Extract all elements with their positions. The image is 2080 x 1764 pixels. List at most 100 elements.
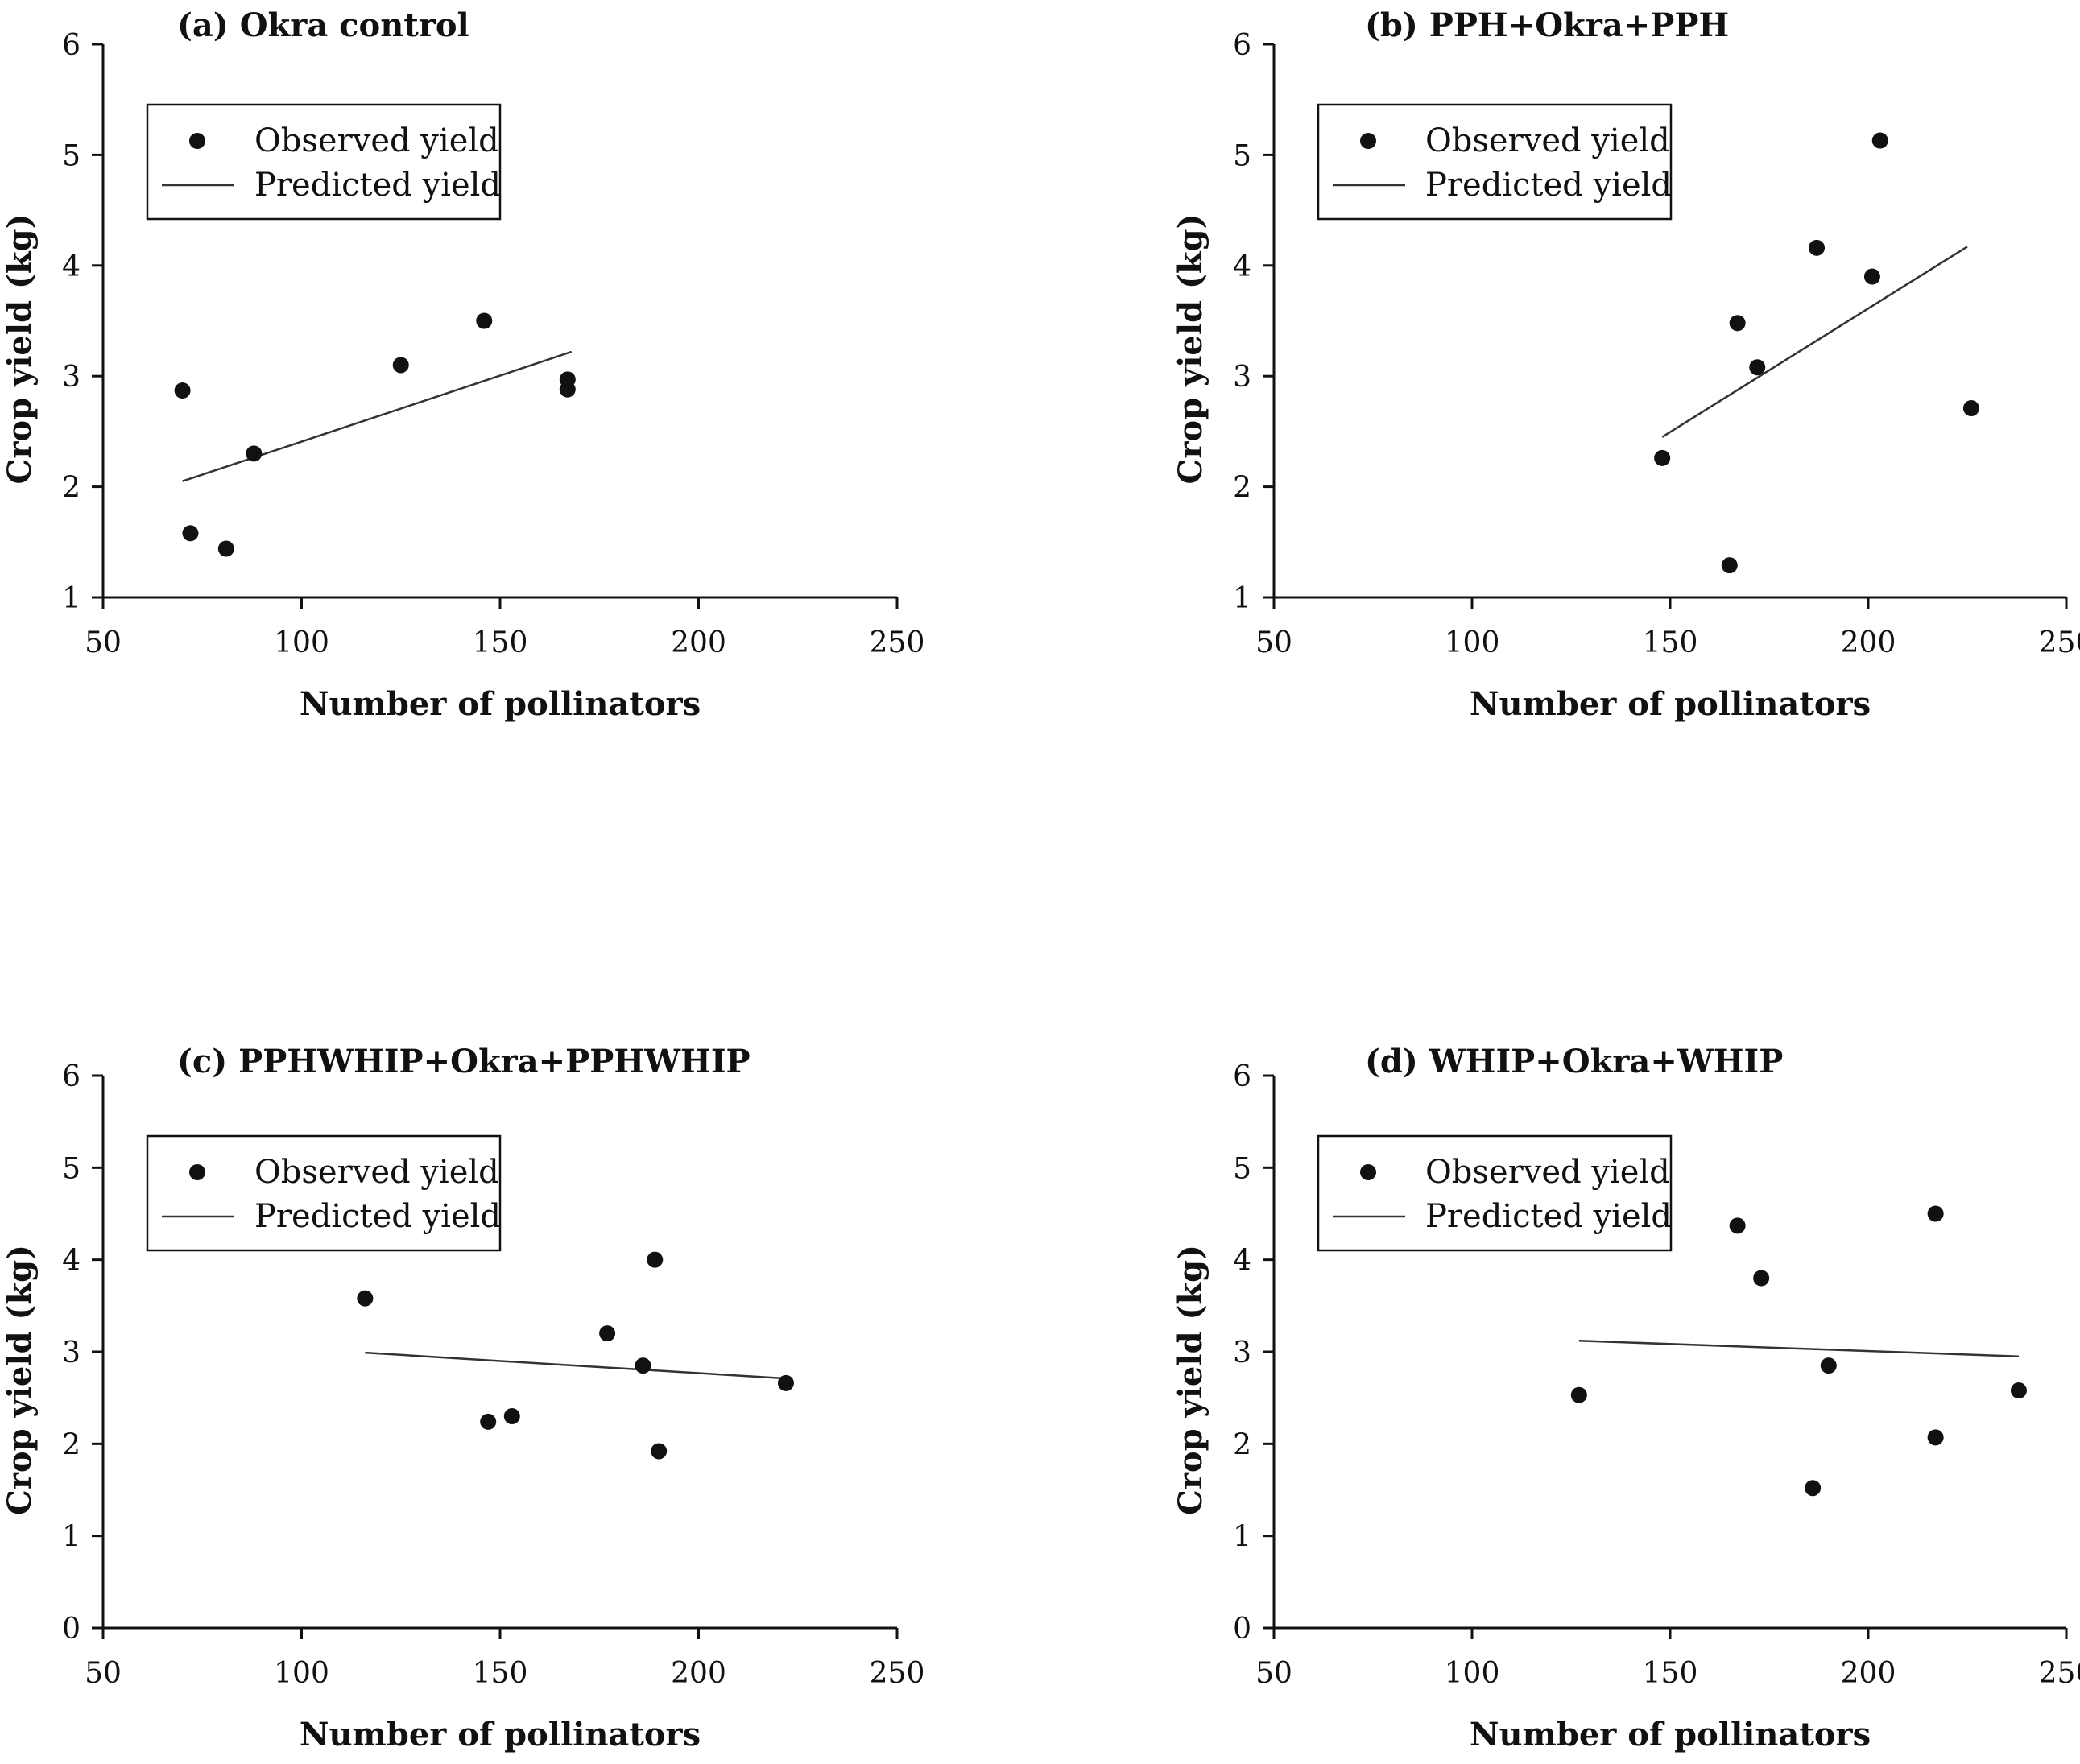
chart-panel-d: (d) WHIP+Okra+WHIP 0 1 2 3 4 5 6 50 100 150 200 250 N…	[1172, 1043, 2080, 1754]
y-tick-label: 3	[1233, 1336, 1251, 1369]
x-tick-label: 250	[870, 1657, 925, 1690]
legend: Observed yield Predicted yield	[146, 1134, 502, 1252]
y-tick-label: 4	[62, 1245, 81, 1278]
observed-point	[503, 1408, 520, 1425]
legend: Observed yield Predicted yield	[146, 103, 502, 221]
x-tick-label: 200	[1841, 626, 1896, 659]
observed-point	[599, 1325, 616, 1342]
x-tick-label: 50	[1255, 626, 1292, 659]
y-tick-label: 6	[1233, 1060, 1251, 1093]
x-tick-label: 250	[2039, 1657, 2080, 1690]
y-tick-label: 5	[62, 139, 81, 172]
observed-point	[1863, 268, 1880, 285]
y-axis-title: Crop yield (kg)	[1172, 1245, 1210, 1515]
chart-panel-a: (a) Okra control 1 2 3 4 5 6 50 100 150 200 250 Numb…	[1, 6, 924, 723]
x-axis-title: Number of pollinators	[1470, 685, 1871, 723]
x-tick-label: 150	[1643, 626, 1698, 659]
observed-point	[1871, 132, 1888, 149]
legend: Observed yield Predicted yield	[1317, 1134, 1673, 1252]
x-tick-label: 100	[274, 1657, 329, 1690]
x-tick-label: 100	[1445, 1657, 1500, 1690]
x-tick-label: 50	[85, 626, 122, 659]
x-axis-title: Number of pollinators	[300, 1716, 701, 1754]
legend-observed-marker	[1360, 133, 1376, 149]
legend-observed-marker	[189, 133, 205, 149]
x-tick-label: 200	[1841, 1657, 1896, 1690]
x-axis-title: Number of pollinators	[300, 685, 701, 723]
y-tick-label: 5	[1233, 1152, 1251, 1185]
y-tick-label: 4	[1233, 1245, 1251, 1278]
y-tick-label: 5	[1233, 139, 1251, 172]
y-tick-label: 2	[62, 1428, 81, 1461]
panel-title: (c) PPHWHIP+Okra+PPHWHIP	[177, 1043, 751, 1080]
y-tick-label: 1	[62, 1521, 81, 1554]
legend-observed-label: Observed yield	[254, 122, 499, 159]
y-tick-label: 1	[1233, 1521, 1251, 1554]
observed-point	[559, 381, 576, 398]
x-tick-label: 150	[473, 626, 528, 659]
x-tick-label: 50	[1255, 1657, 1292, 1690]
observed-point	[647, 1251, 664, 1268]
x-tick-label: 150	[473, 1657, 528, 1690]
x-tick-label: 200	[671, 1657, 726, 1690]
y-tick-label: 3	[62, 361, 81, 394]
x-axis-title: Number of pollinators	[1470, 1716, 1871, 1754]
observed-point	[1753, 1270, 1770, 1287]
legend-observed-marker	[1360, 1164, 1376, 1180]
y-tick-label: 6	[1233, 29, 1251, 62]
observed-point	[1570, 1386, 1587, 1403]
panel-title: (d) WHIP+Okra+WHIP	[1365, 1043, 1783, 1080]
observed-point	[476, 312, 493, 329]
observed-point	[480, 1413, 497, 1430]
y-tick-label: 6	[62, 29, 81, 62]
observed-point	[392, 357, 409, 374]
y-tick-label: 6	[62, 1060, 81, 1093]
x-tick-label: 150	[1643, 1657, 1698, 1690]
x-tick-label: 100	[274, 626, 329, 659]
y-tick-label: 1	[62, 582, 81, 615]
y-tick-label: 2	[62, 472, 81, 505]
legend-box	[1317, 103, 1673, 221]
legend-observed-label: Observed yield	[1425, 122, 1670, 159]
legend-box	[146, 1134, 502, 1252]
x-tick-label: 100	[1445, 626, 1500, 659]
legend: Observed yield Predicted yield	[1317, 103, 1673, 221]
observed-point	[1654, 449, 1671, 466]
legend-box	[146, 103, 502, 221]
legend-observed-label: Observed yield	[254, 1154, 499, 1191]
y-tick-label: 0	[62, 1613, 81, 1646]
y-tick-label: 3	[1233, 361, 1251, 394]
observed-point	[1927, 1205, 1944, 1222]
chart-panel-b: (b) PPH+Okra+PPH 1 2 3 4 5 6 50 100 150 200 250 Numb…	[1172, 6, 2080, 723]
y-axis-title: Crop yield (kg)	[1, 214, 39, 485]
legend-predicted-label: Predicted yield	[254, 167, 501, 204]
y-tick-label: 0	[1233, 1613, 1251, 1646]
x-tick-label: 250	[870, 626, 925, 659]
predicted-yield-line	[1578, 1340, 2020, 1357]
observed-point	[174, 382, 191, 399]
observed-point	[246, 445, 263, 462]
observed-point	[1729, 315, 1746, 332]
observed-point	[182, 525, 199, 542]
observed-point	[1721, 557, 1738, 574]
panel-title: (a) Okra control	[177, 6, 469, 44]
y-tick-label: 5	[62, 1152, 81, 1185]
observed-point	[1805, 1480, 1822, 1497]
observed-point	[651, 1443, 668, 1460]
observed-point	[635, 1357, 651, 1374]
y-tick-label: 4	[62, 250, 81, 283]
observed-point	[1927, 1429, 1944, 1446]
legend-observed-label: Observed yield	[1425, 1154, 1670, 1191]
observed-point	[1820, 1357, 1837, 1374]
observed-point	[2010, 1382, 2027, 1399]
predicted-yield-line	[365, 1351, 787, 1380]
observed-point	[217, 540, 234, 557]
y-tick-label: 1	[1233, 582, 1251, 615]
observed-point	[357, 1290, 374, 1307]
y-tick-label: 2	[1233, 1428, 1251, 1461]
legend-box	[1317, 1134, 1673, 1252]
predicted-yield-line	[182, 350, 573, 482]
x-tick-label: 50	[85, 1657, 122, 1690]
y-tick-label: 3	[62, 1336, 81, 1369]
